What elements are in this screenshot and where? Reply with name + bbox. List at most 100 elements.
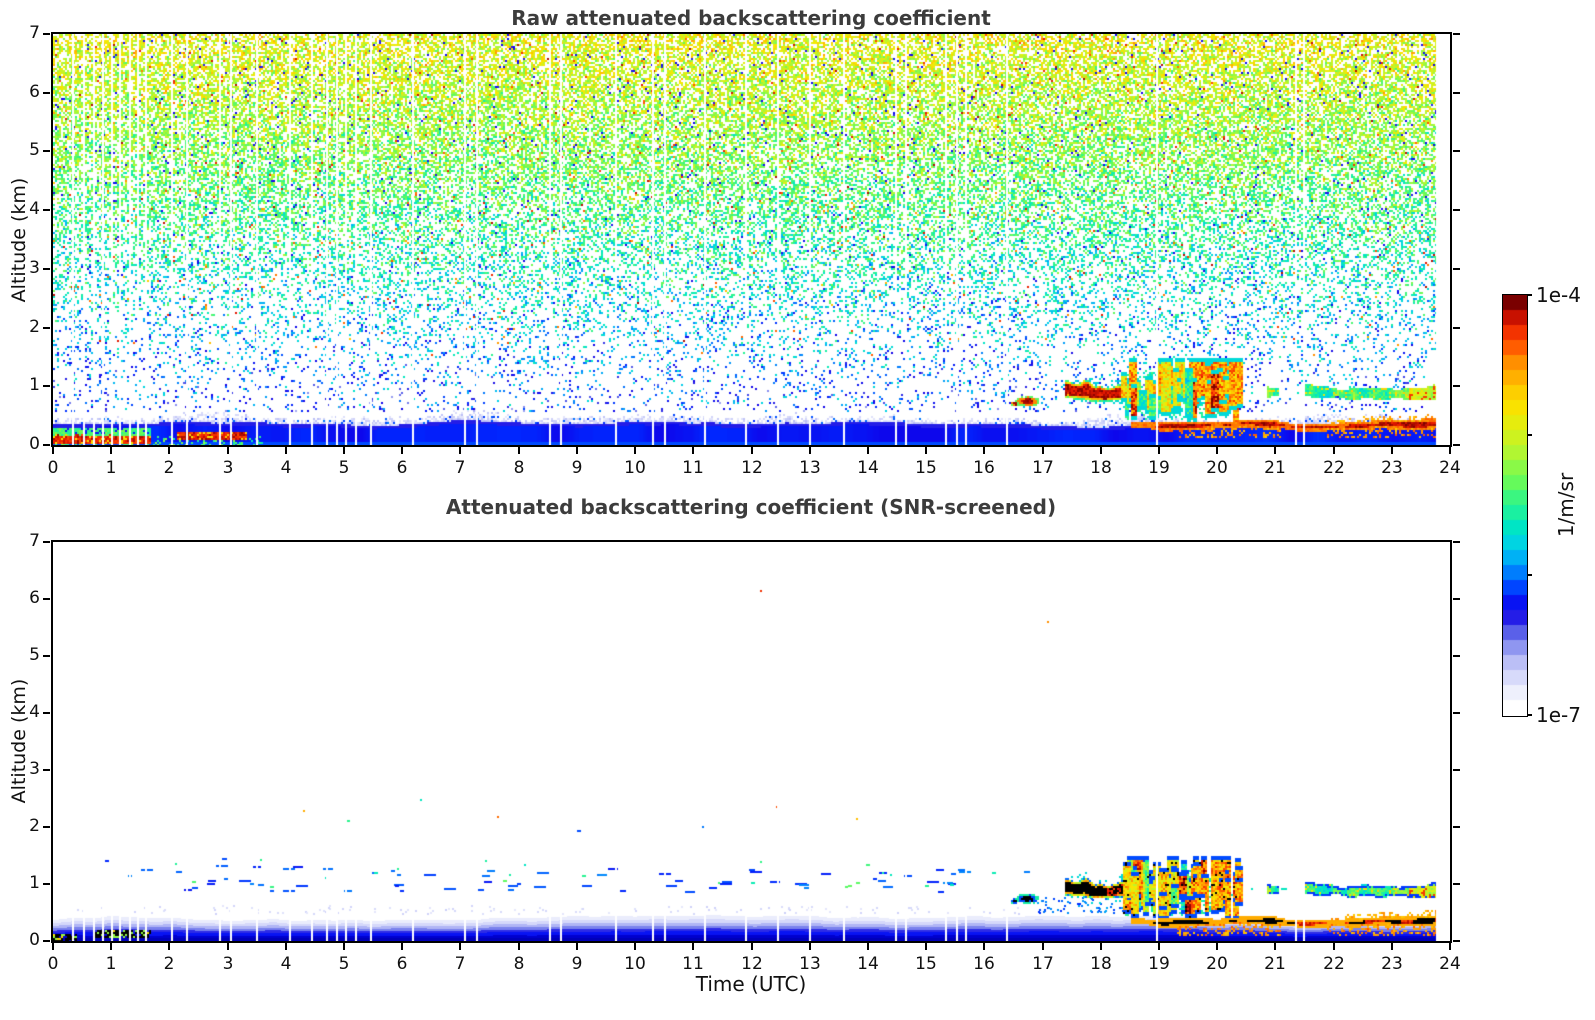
y-tick-label: 3: [29, 258, 40, 278]
x-tick-mark: [285, 447, 287, 454]
y-tick-mark: [43, 150, 50, 152]
x-tick-mark: [1391, 943, 1393, 950]
colorbar-tick-mark: [1527, 714, 1532, 716]
y-tick-mark-right: [1453, 712, 1460, 714]
y-tick-label: 1: [29, 873, 40, 893]
x-tick-label: 19: [1148, 954, 1170, 974]
y-tick-mark: [43, 209, 50, 211]
y-tick-label: 7: [29, 23, 40, 43]
colorbar-tick-mark: [1527, 574, 1532, 576]
x-tick-mark: [1333, 447, 1335, 454]
x-tick-label: 15: [915, 954, 937, 974]
y-tick-label: 4: [29, 702, 40, 722]
x-tick-label: 1: [105, 954, 117, 974]
colorbar-max-label: 1e-4: [1536, 283, 1581, 307]
x-tick-mark: [983, 447, 985, 454]
screened-heatmap-canvas: [53, 542, 1450, 941]
y-tick-mark-right: [1453, 444, 1460, 446]
x-tick-label: 12: [741, 458, 763, 478]
x-tick-mark: [52, 447, 54, 454]
x-tick-label: 12: [741, 954, 763, 974]
x-tick-mark: [459, 447, 461, 454]
x-tick-label: 17: [1032, 458, 1054, 478]
x-tick-label: 22: [1323, 954, 1345, 974]
x-tick-label: 7: [454, 458, 466, 478]
x-tick-label: 23: [1381, 954, 1403, 974]
y-tick-label: 6: [29, 82, 40, 102]
y-tick-mark: [43, 940, 50, 942]
x-tick-mark: [751, 943, 753, 950]
x-tick-mark: [1449, 447, 1451, 454]
colorbar: [1502, 294, 1528, 717]
y-tick-label: 2: [29, 317, 40, 337]
y-tick-mark-right: [1453, 92, 1460, 94]
y-tick-mark-right: [1453, 268, 1460, 270]
x-tick-label: 6: [396, 458, 408, 478]
x-tick-mark: [751, 447, 753, 454]
y-tick-mark-right: [1453, 940, 1460, 942]
x-tick-mark: [343, 943, 345, 950]
y-tick-label: 2: [29, 816, 40, 836]
y-tick-mark: [43, 769, 50, 771]
x-tick-label: 5: [338, 458, 350, 478]
x-tick-label: 16: [973, 458, 995, 478]
x-tick-mark: [1042, 943, 1044, 950]
x-tick-mark: [518, 447, 520, 454]
y-tick-label: 6: [29, 588, 40, 608]
x-tick-mark: [1100, 447, 1102, 454]
x-tick-label: 24: [1439, 954, 1461, 974]
x-tick-mark: [401, 447, 403, 454]
x-tick-mark: [52, 943, 54, 950]
y-tick-label: 4: [29, 199, 40, 219]
x-tick-label: 23: [1381, 458, 1403, 478]
x-tick-label: 11: [682, 458, 704, 478]
x-tick-label: 13: [799, 954, 821, 974]
x-tick-label: 0: [47, 458, 59, 478]
x-tick-label: 10: [624, 458, 646, 478]
x-tick-mark: [110, 447, 112, 454]
x-tick-mark: [343, 447, 345, 454]
x-tick-mark: [576, 943, 578, 950]
x-tick-label: 16: [973, 954, 995, 974]
x-tick-label: 4: [280, 954, 292, 974]
x-tick-mark: [809, 943, 811, 950]
y-tick-mark-right: [1453, 826, 1460, 828]
y-tick-mark-right: [1453, 769, 1460, 771]
x-tick-mark: [576, 447, 578, 454]
screened-panel: [51, 540, 1452, 943]
x-tick-mark: [1449, 943, 1451, 950]
y-tick-label: 5: [29, 645, 40, 665]
x-tick-label: 2: [163, 458, 175, 478]
x-tick-label: 3: [222, 954, 234, 974]
x-tick-mark: [1274, 943, 1276, 950]
x-tick-mark: [459, 943, 461, 950]
y-tick-mark: [43, 444, 50, 446]
x-tick-label: 24: [1439, 458, 1461, 478]
x-tick-mark: [168, 943, 170, 950]
x-tick-label: 4: [280, 458, 292, 478]
y-tick-mark-right: [1453, 655, 1460, 657]
y-tick-label: 0: [29, 434, 40, 454]
x-tick-label: 22: [1323, 458, 1345, 478]
x-tick-mark: [1391, 447, 1393, 454]
x-tick-mark: [634, 943, 636, 950]
x-tick-label: 21: [1264, 954, 1286, 974]
x-tick-label: 18: [1090, 954, 1112, 974]
raw-panel: [51, 32, 1452, 447]
x-tick-mark: [1216, 447, 1218, 454]
x-tick-label: 11: [682, 954, 704, 974]
x-tick-mark: [867, 447, 869, 454]
x-tick-mark: [692, 943, 694, 950]
y-tick-mark: [43, 655, 50, 657]
x-tick-label: 17: [1032, 954, 1054, 974]
x-tick-label: 13: [799, 458, 821, 478]
x-tick-mark: [518, 943, 520, 950]
x-tick-label: 2: [163, 954, 175, 974]
y-tick-mark: [43, 385, 50, 387]
x-tick-mark: [227, 447, 229, 454]
y-tick-mark: [43, 268, 50, 270]
raw-y-axis-label: Altitude (km): [8, 177, 30, 303]
x-tick-label: 15: [915, 458, 937, 478]
x-tick-label: 14: [857, 458, 879, 478]
